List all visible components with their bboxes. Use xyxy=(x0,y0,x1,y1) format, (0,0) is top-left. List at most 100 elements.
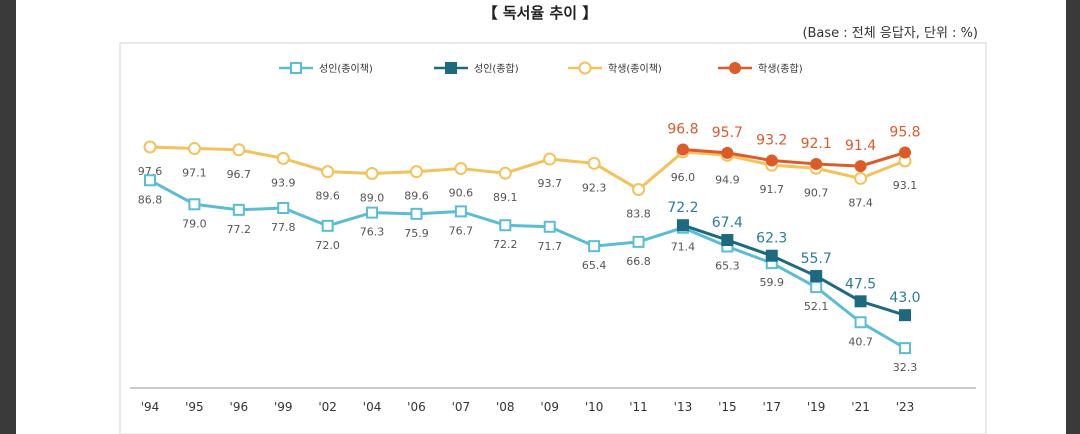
data-label-s3-'07: 90.6 xyxy=(449,187,474,200)
data-label-s3-'08: 89.1 xyxy=(493,191,518,204)
data-point-s3-'08 xyxy=(498,166,512,180)
x-tick-label-4: '02 xyxy=(318,400,337,414)
x-tick-label-16: '21 xyxy=(851,400,870,414)
data-label-s1-'04: 76.3 xyxy=(360,226,385,239)
data-point-s4-'21 xyxy=(854,160,867,173)
data-point-s1-'96 xyxy=(232,203,245,216)
series-layer: 97.6 97.1 96.7 93.9 89.6 89.0 89.6 90.6 89.1 93.7… xyxy=(138,121,921,374)
x-tick-label-15: '19 xyxy=(807,400,826,414)
series-line-1 xyxy=(149,178,906,350)
data-label-s1-'15: 65.3 xyxy=(715,259,740,272)
data-point-s2-'19 xyxy=(810,270,823,283)
legend: 성인(종이책) 성인(종합) 학생(종이책) 학생(종합) xyxy=(279,61,803,75)
data-point-s1-'23 xyxy=(899,342,911,355)
data-label-s4-'13: 96.8 xyxy=(667,121,698,137)
x-tick-label-14: '17 xyxy=(762,400,781,414)
data-point-s1-'09 xyxy=(543,220,556,233)
data-label-s3-'11: 83.8 xyxy=(626,208,651,221)
data-label-s1-'99: 77.8 xyxy=(271,221,296,234)
legend-label-4: 학생(종합) xyxy=(758,63,803,75)
data-point-s2-'21 xyxy=(854,295,867,308)
data-label-s1-'08: 72.2 xyxy=(493,238,518,251)
data-point-s3-'09 xyxy=(543,152,557,166)
data-label-s1-'11: 66.8 xyxy=(626,255,651,268)
data-label-s3-'21: 87.4 xyxy=(848,196,873,209)
data-point-s3-'06 xyxy=(409,165,423,179)
data-label-s1-'07: 76.7 xyxy=(449,224,474,237)
right-window-edge xyxy=(1066,0,1080,434)
data-point-s1-'07 xyxy=(454,205,467,218)
chart-title: 【 독서율 추이 】 xyxy=(482,4,598,22)
x-tick-label-0: '94 xyxy=(141,400,160,414)
data-point-s1-'95 xyxy=(188,198,201,211)
data-label-s4-'17: 93.2 xyxy=(756,133,787,149)
data-label-s3-'13: 96.0 xyxy=(671,171,696,184)
data-point-s4-'13 xyxy=(676,143,689,156)
data-point-s4-'19 xyxy=(810,157,823,170)
data-label-s1-'94: 86.8 xyxy=(138,193,163,206)
data-point-s3-'02 xyxy=(321,165,335,179)
x-tick-label-3: '99 xyxy=(274,400,293,414)
data-label-s1-'10: 65.4 xyxy=(582,259,607,272)
data-point-s3-'95 xyxy=(187,142,201,156)
data-point-s2-'13 xyxy=(676,219,689,232)
series-line-2 xyxy=(682,223,906,317)
data-label-s3-'04: 89.0 xyxy=(360,191,385,204)
data-label-s4-'23: 95.8 xyxy=(889,125,920,141)
chart-frame xyxy=(119,42,987,434)
data-label-s3-'15: 94.9 xyxy=(715,173,740,186)
data-point-s3-'96 xyxy=(232,143,246,157)
data-label-s3-'06: 89.6 xyxy=(404,190,429,203)
x-tick-label-5: '04 xyxy=(363,400,382,414)
series-line-4 xyxy=(682,147,906,168)
data-point-s3-'94 xyxy=(143,140,157,154)
x-tick-label-2: '96 xyxy=(230,400,249,414)
data-point-s2-'15 xyxy=(721,234,734,247)
x-tick-label-11: '11 xyxy=(629,400,648,414)
x-tick-label-10: '10 xyxy=(585,400,604,414)
data-label-s4-'21: 91.4 xyxy=(845,138,876,154)
data-label-s4-'19: 92.1 xyxy=(801,136,832,152)
legend-marker-3 xyxy=(578,61,592,75)
data-point-s4-'17 xyxy=(765,154,778,167)
data-label-s4-'15: 95.7 xyxy=(712,125,743,141)
chart-subtitle: (Base : 전체 응답자, 단위 : %) xyxy=(802,26,978,41)
x-tick-label-8: '08 xyxy=(496,400,515,414)
data-point-s1-'10 xyxy=(588,240,601,253)
x-tick-label-17: '23 xyxy=(896,400,915,414)
x-tick-label-7: '07 xyxy=(452,400,471,414)
data-label-s1-'95: 79.0 xyxy=(182,217,207,230)
left-window-edge xyxy=(0,0,16,434)
data-label-s3-'96: 96.7 xyxy=(227,168,252,181)
data-point-s1-'19 xyxy=(810,281,823,294)
data-label-s1-'23: 32.3 xyxy=(893,361,918,374)
data-label-s1-'13: 71.4 xyxy=(671,241,696,254)
data-label-s3-'10: 92.3 xyxy=(582,181,607,194)
data-label-s1-'19: 52.1 xyxy=(804,300,829,313)
data-label-s1-'09: 71.7 xyxy=(537,240,562,253)
data-point-s1-'06 xyxy=(410,207,423,220)
x-tick-label-6: '06 xyxy=(407,400,426,414)
data-label-s1-'21: 40.7 xyxy=(848,335,873,348)
data-label-s3-'99: 93.9 xyxy=(271,176,296,189)
data-point-s1-'08 xyxy=(499,219,512,232)
x-axis-ticks: '94 '95 '96 '99 '02 '04 '06 '07 '08 '09 '10 '11 '13 '… xyxy=(141,400,915,414)
x-tick-label-12: '13 xyxy=(674,400,693,414)
x-tick-label-1: '95 xyxy=(185,400,204,414)
data-label-s1-'96: 77.2 xyxy=(227,223,252,236)
data-point-s1-'21 xyxy=(854,316,867,329)
data-label-s3-'19: 90.7 xyxy=(804,186,829,199)
data-point-s1-'99 xyxy=(277,201,290,214)
data-point-s4-'23 xyxy=(899,146,911,159)
data-point-s1-'02 xyxy=(321,219,334,232)
legend-marker-1 xyxy=(290,62,302,74)
x-tick-label-13: '15 xyxy=(718,400,737,414)
data-label-s3-'02: 89.6 xyxy=(315,190,340,203)
data-label-s3-'95: 97.1 xyxy=(182,167,207,180)
data-label-s2-'17: 62.3 xyxy=(756,231,787,247)
data-label-s3-'94: 97.6 xyxy=(138,165,163,178)
legend-label-2: 성인(종합) xyxy=(474,63,519,75)
legend-label-3: 학생(종이책) xyxy=(608,63,662,75)
data-label-s1-'06: 75.9 xyxy=(404,227,429,240)
data-point-s1-'04 xyxy=(366,206,379,219)
